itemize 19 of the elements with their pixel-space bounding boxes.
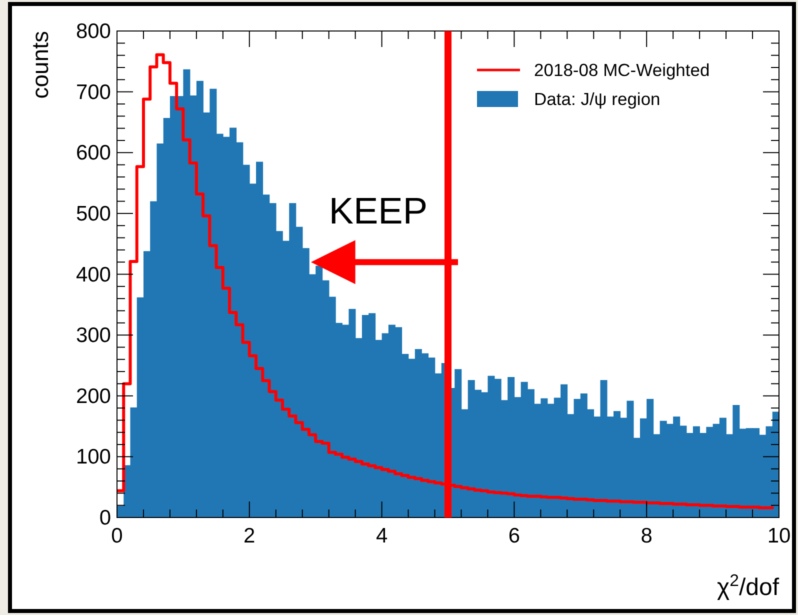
x-tick-label: 8: [640, 524, 652, 548]
legend-label: Data: J/ψ region: [534, 89, 660, 109]
y-tick-label: 0: [99, 506, 111, 530]
y-tick-label: 300: [76, 324, 111, 348]
y-tick-label: 500: [76, 202, 111, 226]
y-tick-label: 700: [76, 80, 111, 104]
y-tick-label: 100: [76, 446, 111, 469]
x-tick-label: 10: [767, 524, 791, 548]
legend-label: 2018-08 MC-Weighted: [534, 60, 710, 80]
x-tick-label: 4: [376, 524, 388, 548]
y-tick-label: 600: [76, 142, 111, 165]
y-axis-title: counts: [27, 31, 53, 99]
x-axis-title: χ$^{2}$/dof: [717, 570, 780, 601]
y-tick-label: 200: [76, 384, 111, 408]
annotation: KEEP: [328, 190, 428, 232]
y-tick-label: 400: [76, 263, 111, 286]
y-tick-label: 800: [76, 20, 111, 43]
x-tick-label: 6: [508, 524, 520, 548]
x-tick-label: 2: [244, 524, 256, 548]
